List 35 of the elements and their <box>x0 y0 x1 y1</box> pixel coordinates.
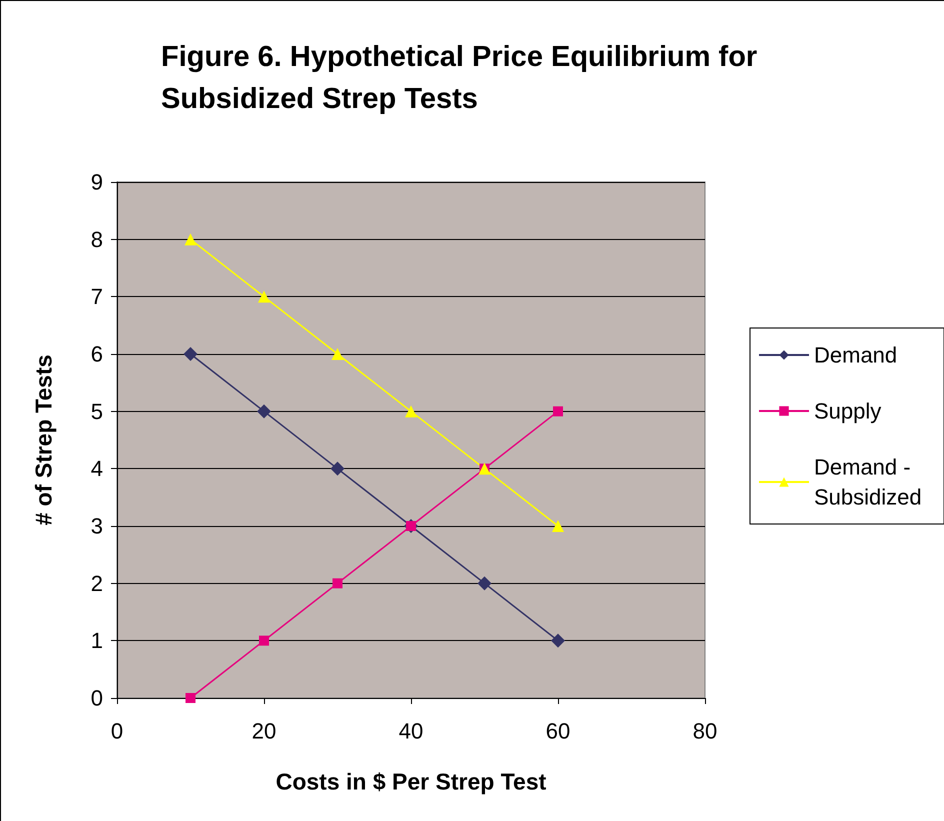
x-tick-label: 40 <box>398 718 424 744</box>
legend-label: Demand <box>814 342 898 368</box>
x-tick-label: 0 <box>110 718 124 744</box>
point <box>259 636 269 646</box>
point <box>330 462 344 476</box>
y-tick-label: 0 <box>90 686 103 710</box>
point <box>551 634 565 648</box>
legend-label: Demand - Subsidized <box>814 454 922 510</box>
y-axis-title: # of Strep Tests <box>30 354 56 526</box>
point <box>552 520 564 532</box>
point <box>186 693 196 703</box>
point <box>258 290 270 303</box>
y-tick-label: 8 <box>90 226 103 252</box>
point <box>332 578 342 588</box>
point <box>332 348 344 360</box>
point <box>405 405 417 418</box>
x-tick-label: 20 <box>252 718 276 744</box>
point <box>553 406 563 416</box>
y-tick-label: 6 <box>90 342 103 366</box>
point <box>257 404 271 418</box>
x-tick-label: 80 <box>692 718 718 744</box>
y-tick-label: 7 <box>90 284 103 310</box>
y-tick-label: 4 <box>90 456 103 482</box>
y-tick-label: 3 <box>90 514 103 538</box>
point <box>478 576 492 590</box>
point <box>184 233 196 246</box>
x-tick-label: 60 <box>546 718 570 744</box>
y-tick-label: 2 <box>90 570 103 596</box>
y-tick-label: 9 <box>90 170 103 194</box>
legend-label: Supply <box>814 398 882 424</box>
x-axis-title: Costs in $ Per Strep Test <box>276 768 547 794</box>
point <box>184 347 198 361</box>
y-tick-label: 1 <box>90 628 103 654</box>
y-tick-label: 5 <box>90 398 103 424</box>
chart-title: Figure 6. Hypothetical Price Equilibrium for Subsidized Strep Tests <box>161 41 766 115</box>
